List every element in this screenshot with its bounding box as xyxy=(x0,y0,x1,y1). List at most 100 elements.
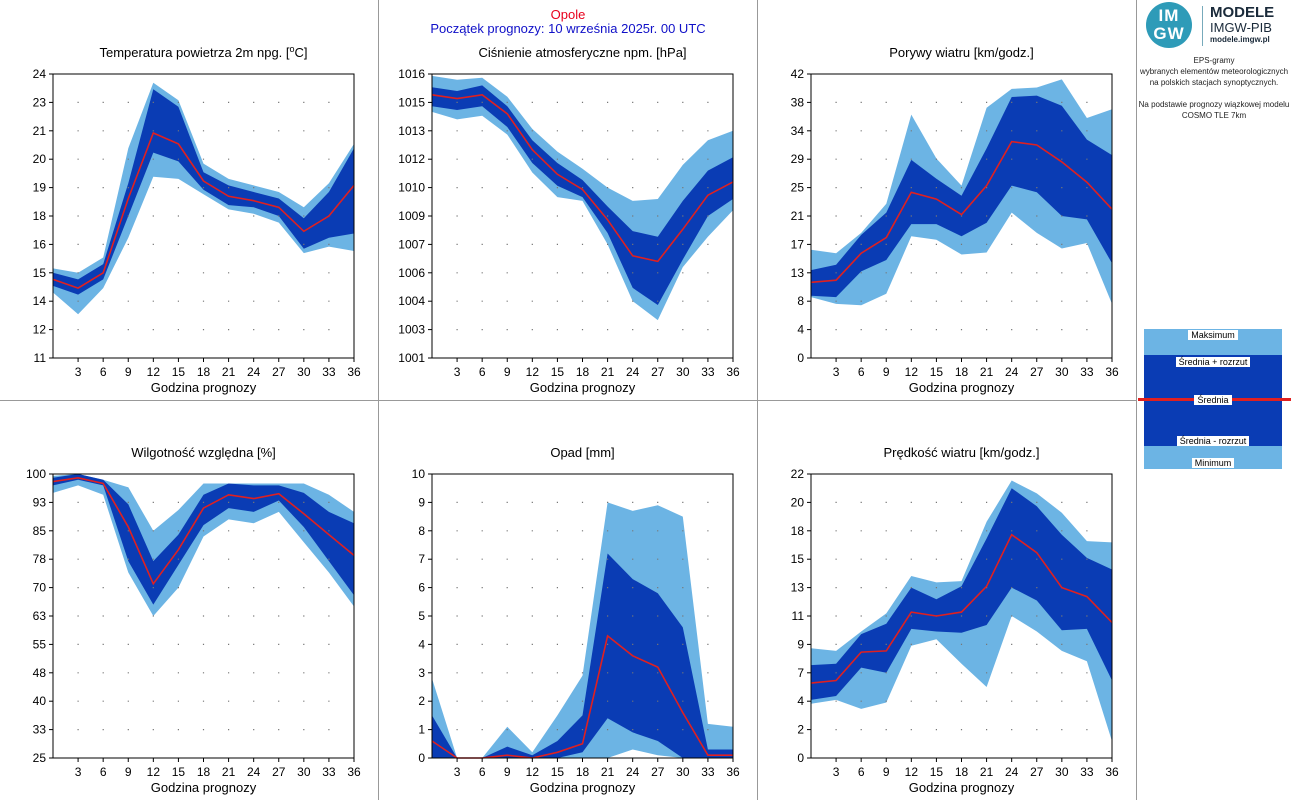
x-tick-label: 33 xyxy=(1080,365,1094,379)
x-tick-label: 27 xyxy=(1030,765,1044,779)
x-tick-label: 12 xyxy=(905,765,919,779)
y-tick-label: 4 xyxy=(797,694,804,708)
mean-line xyxy=(810,533,1113,684)
x-tick-label: 30 xyxy=(297,765,311,779)
x-tick-label: 21 xyxy=(601,365,615,379)
y-tick-label: 7 xyxy=(418,552,425,566)
legend-label-max: Maksimum xyxy=(1188,330,1238,340)
y-tick-label: 22 xyxy=(791,467,805,481)
grid-dots xyxy=(835,101,1088,331)
x-tick-label: 24 xyxy=(247,765,261,779)
chart-title: Opad [mm] xyxy=(550,445,614,460)
imgw-logo-icon: IM GW xyxy=(1146,2,1192,48)
band-spread xyxy=(811,488,1112,700)
mean-line xyxy=(52,131,355,289)
x-tick-label: 30 xyxy=(297,365,311,379)
x-tick-label: 6 xyxy=(479,365,486,379)
y-tick-label: 11 xyxy=(792,609,805,623)
y-tick-label: 19 xyxy=(33,181,47,195)
band-spread xyxy=(53,474,354,605)
y-tick-label: 78 xyxy=(33,552,47,566)
x-tick-label: 27 xyxy=(651,765,665,779)
y-tick-label: 11 xyxy=(34,351,47,365)
x-tick-label: 9 xyxy=(504,765,511,779)
forecast-start-date: Początek prognozy: 10 września 2025r. 00… xyxy=(430,21,706,36)
chart-title: Temperatura powietrza 2m npg. [oC] xyxy=(99,44,307,60)
y-tick-label: 1016 xyxy=(398,67,425,81)
x-tick-label: 12 xyxy=(147,765,161,779)
x-tick-label: 36 xyxy=(347,365,361,379)
x-tick-label: 27 xyxy=(272,365,286,379)
y-tick-label: 21 xyxy=(33,124,47,138)
logo-subtitle: IMGW-PIB xyxy=(1210,20,1272,35)
x-tick-label: 6 xyxy=(100,765,107,779)
y-tick-label: 8 xyxy=(418,524,425,538)
y-tick-label: 20 xyxy=(33,152,47,166)
mean-line xyxy=(52,476,355,586)
info-line-2: wybranych elementów meteorologicznych xyxy=(1139,67,1289,76)
x-tick-label: 9 xyxy=(125,365,132,379)
y-tick-label: 25 xyxy=(791,181,805,195)
logo-url: modele.imgw.pl xyxy=(1210,35,1270,44)
y-tick-label: 55 xyxy=(33,637,47,651)
y-tick-label: 9 xyxy=(797,637,804,651)
x-tick-label: 12 xyxy=(147,365,161,379)
y-tick-label: 1007 xyxy=(398,237,425,251)
x-tick-label: 3 xyxy=(833,365,840,379)
x-tick-label: 15 xyxy=(930,765,944,779)
y-tick-label: 2 xyxy=(797,723,804,737)
y-tick-label: 1003 xyxy=(398,323,425,337)
y-tick-label: 16 xyxy=(33,237,47,251)
y-tick-label: 3 xyxy=(418,666,425,680)
x-tick-label: 18 xyxy=(576,365,590,379)
y-tick-label: 1012 xyxy=(398,152,425,166)
mean-line xyxy=(431,93,734,263)
y-tick-label: 21 xyxy=(791,209,805,223)
band-spread xyxy=(432,553,733,758)
x-axis-label: Godzina prognozy xyxy=(151,380,257,395)
x-tick-label: 33 xyxy=(1080,765,1094,779)
y-tick-label: 13 xyxy=(791,266,805,280)
chart-title: Ciśnienie atmosferyczne npm. [hPa] xyxy=(478,45,686,60)
y-tick-label: 2 xyxy=(418,694,425,708)
divider-h xyxy=(0,400,1137,401)
y-tick-label: 18 xyxy=(33,209,47,223)
legend-label-min: Minimum xyxy=(1191,458,1235,468)
y-tick-label: 18 xyxy=(791,524,805,538)
y-tick-label: 29 xyxy=(791,152,805,166)
x-tick-label: 15 xyxy=(172,765,186,779)
x-axis-label: Godzina prognozy xyxy=(530,780,636,795)
x-tick-label: 6 xyxy=(479,765,486,779)
x-axis-label: Godzina prognozy xyxy=(909,780,1015,795)
chart-title: Prędkość wiatru [km/godz.] xyxy=(883,445,1039,460)
x-tick-label: 36 xyxy=(726,365,740,379)
band-spread xyxy=(811,95,1112,298)
x-tick-label: 21 xyxy=(980,765,994,779)
x-tick-label: 24 xyxy=(1005,765,1019,779)
x-tick-label: 30 xyxy=(676,365,690,379)
x-tick-label: 15 xyxy=(172,365,186,379)
x-tick-label: 9 xyxy=(883,765,890,779)
y-tick-label: 15 xyxy=(791,552,805,566)
y-tick-label: 13 xyxy=(791,581,805,595)
logo-separator xyxy=(1202,6,1203,46)
location-title: Opole xyxy=(550,7,586,22)
y-tick-label: 5 xyxy=(418,609,425,623)
y-tick-label: 24 xyxy=(33,67,47,81)
y-tick-label: 15 xyxy=(33,266,47,280)
x-tick-label: 33 xyxy=(701,365,715,379)
y-tick-label: 4 xyxy=(418,637,425,651)
x-tick-label: 21 xyxy=(980,365,994,379)
info-line-5: COSMO TLE 7km xyxy=(1181,111,1247,120)
x-tick-label: 18 xyxy=(576,765,590,779)
y-tick-label: 1013 xyxy=(398,124,425,138)
chart-title-main: Temperatura powietrza 2m npg. [ xyxy=(99,45,289,60)
chart-title-degree: o xyxy=(290,44,295,54)
logo-mark-bottom: GW xyxy=(1153,24,1185,43)
x-axis-label: Godzina prognozy xyxy=(151,780,257,795)
x-tick-label: 24 xyxy=(1005,365,1019,379)
y-tick-label: 40 xyxy=(33,694,47,708)
legend-label-mean-plus: Średnia + rozrzut xyxy=(1175,357,1251,367)
